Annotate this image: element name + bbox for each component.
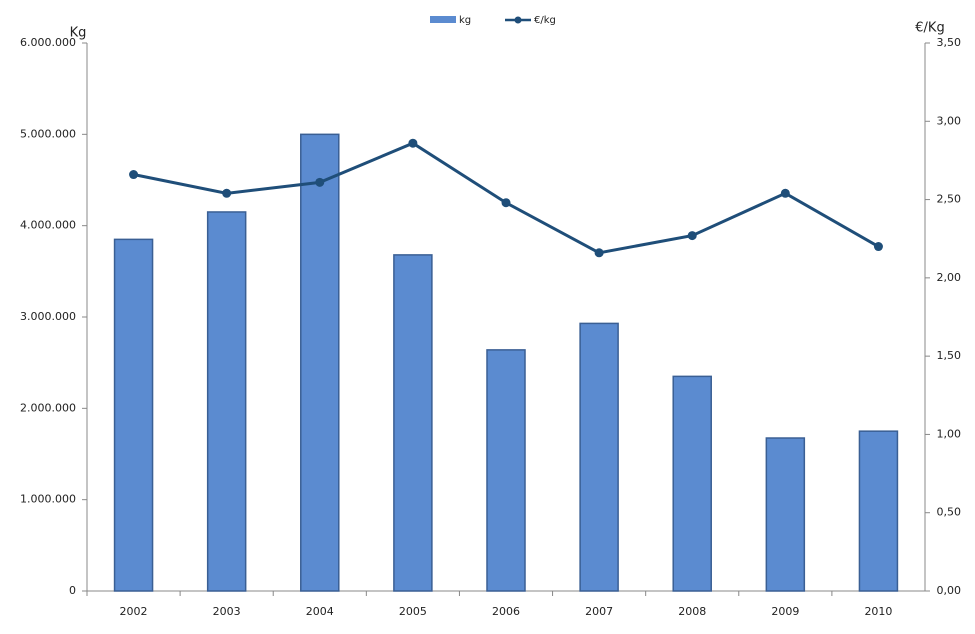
y2-axis-title: €/Kg [915, 21, 944, 36]
line-point [501, 198, 511, 208]
bar [579, 322, 619, 592]
x-tick-label: 2006 [492, 605, 520, 618]
bar [393, 254, 433, 592]
x-tick-label: 2008 [678, 605, 706, 618]
line-point [315, 177, 325, 187]
y-tick-label: 3.000.000 [20, 310, 76, 323]
y2-tick-label: 2,50 [937, 193, 962, 206]
bar [206, 211, 247, 592]
y2-tick-label: 1,00 [937, 427, 962, 440]
legend-label: €/kg [534, 15, 556, 26]
x-tick-label: 2003 [213, 605, 241, 618]
line-point [780, 188, 790, 198]
line-point [408, 138, 418, 148]
y2-tick-label: 0,00 [937, 584, 962, 597]
y2-tick-label: 2,00 [937, 271, 962, 284]
legend-swatch [430, 16, 456, 23]
x-tick-label: 2004 [306, 605, 334, 618]
y2-tick-label: 1,50 [937, 349, 962, 362]
line-point [873, 242, 883, 252]
y-axis-title: Kg [70, 26, 87, 41]
x-tick-label: 2002 [120, 605, 148, 618]
line-point [129, 170, 139, 180]
y-tick-label: 0 [69, 584, 76, 597]
line-point [687, 231, 697, 241]
y2-tick-label: 0,50 [937, 506, 962, 519]
line-point [222, 188, 232, 198]
x-tick-label: 2010 [864, 605, 892, 618]
y-tick-label: 2.000.000 [20, 401, 76, 414]
x-tick-label: 2009 [771, 605, 799, 618]
bar [300, 133, 340, 592]
line-point [594, 248, 604, 258]
y2-tick-label: 3,50 [937, 36, 962, 49]
bar [765, 437, 806, 592]
y-tick-label: 6.000.000 [20, 36, 76, 49]
x-tick-label: 2005 [399, 605, 427, 618]
x-tick-label: 2007 [585, 605, 613, 618]
bar [486, 349, 526, 592]
legend-swatch [514, 16, 522, 24]
bar [672, 375, 712, 592]
bar [858, 430, 899, 592]
legend-label: kg [459, 15, 471, 26]
y2-tick-label: 3,00 [937, 114, 962, 127]
bar [113, 238, 154, 592]
y-tick-label: 5.000.000 [20, 127, 76, 140]
y-tick-label: 4.000.000 [20, 219, 76, 232]
y-tick-label: 1.000.000 [20, 493, 76, 506]
